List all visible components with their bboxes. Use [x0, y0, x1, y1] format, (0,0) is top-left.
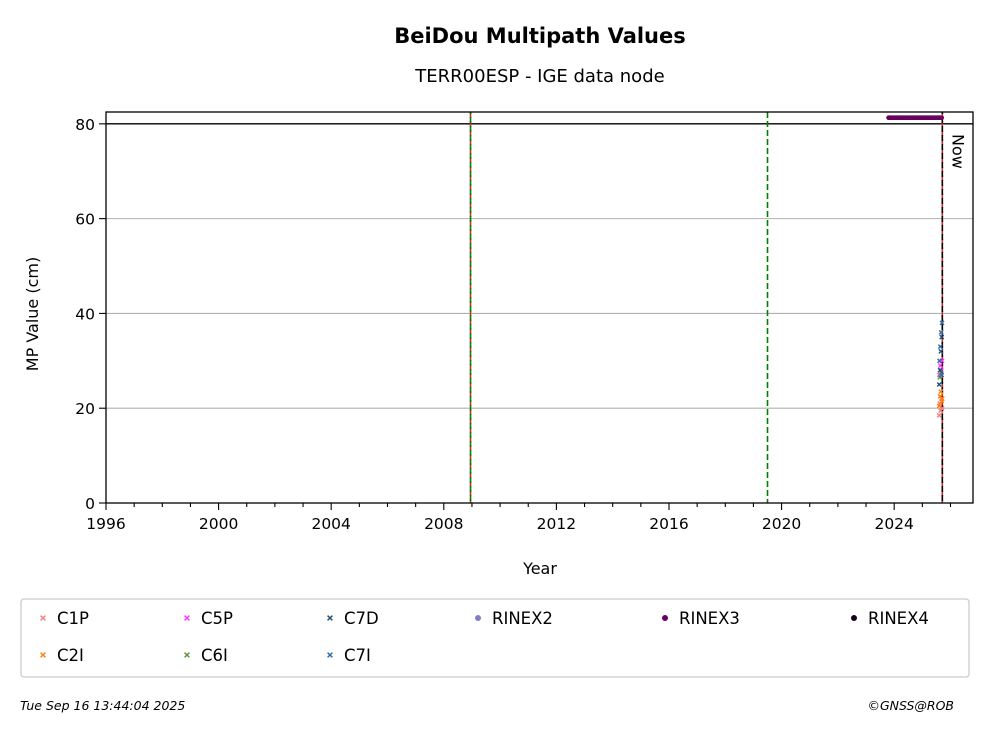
y-tick-label: 40 — [75, 305, 95, 323]
legend-item: C7I — [327, 646, 371, 665]
y-tick-label: 0 — [85, 495, 95, 513]
data-point — [937, 367, 943, 373]
point-stroke — [938, 329, 944, 335]
legend-label: RINEX2 — [492, 609, 553, 628]
legend-item: RINEX4 — [851, 609, 929, 628]
point-stroke — [939, 405, 945, 411]
legend-marker — [327, 652, 333, 658]
now-label: Now — [948, 134, 967, 169]
legend-marker — [662, 615, 668, 621]
data-point — [936, 412, 942, 418]
x-axis-ticks: 1996 2000 2004 2008 2012 2016 2020 2024 — [86, 503, 952, 533]
legend-label: RINEX3 — [679, 609, 740, 628]
x-tick-label: 2012 — [537, 515, 576, 533]
data-point — [937, 358, 942, 364]
point-stroke — [939, 320, 945, 326]
legend-marker — [184, 652, 190, 658]
x-tick-label: 1996 — [86, 515, 125, 533]
legend-label: C7I — [344, 646, 371, 665]
legend-marker — [327, 615, 333, 621]
point-stroke — [939, 396, 945, 402]
data-point — [936, 403, 942, 409]
point-stroke — [938, 389, 944, 395]
legend-marker — [184, 615, 190, 621]
x-tick-label: 2008 — [424, 515, 463, 533]
legend-item: C1P — [40, 609, 89, 628]
data-point — [938, 329, 944, 335]
legend-label: C2I — [57, 646, 84, 665]
x-tick-label: 2016 — [649, 515, 688, 533]
data-points — [886, 115, 945, 418]
x-axis-label: Year — [522, 559, 557, 578]
data-point — [938, 348, 944, 354]
y-tick-label: 60 — [75, 211, 95, 229]
data-point — [939, 372, 945, 378]
point-stroke — [939, 372, 945, 378]
data-point — [939, 396, 945, 402]
legend-label: RINEX4 — [868, 609, 929, 628]
legend-label: C6I — [201, 646, 228, 665]
point-stroke — [937, 363, 943, 369]
legend: C1P C5P C7D RINEX2 RINEX3 RINEX4 C2I C6I C7I — [40, 609, 929, 665]
y-axis-label: MP Value (cm) — [23, 257, 42, 371]
data-point — [939, 115, 945, 120]
legend-marker — [40, 652, 46, 658]
point-stroke — [938, 348, 944, 354]
footer-credit: ©GNSS@ROB — [867, 698, 954, 713]
legend-label: C1P — [57, 609, 89, 628]
data-point — [937, 363, 943, 369]
legend-item: RINEX3 — [662, 609, 740, 628]
data-point — [939, 334, 945, 340]
point-stroke — [939, 334, 945, 340]
y-tick-label: 20 — [75, 400, 95, 418]
legend-item: C7D — [327, 609, 379, 628]
point-stroke — [938, 370, 944, 376]
y-tick-label: 80 — [75, 116, 95, 134]
data-point — [937, 344, 943, 350]
y-axis-ticks: 0 20 40 60 80 — [75, 116, 106, 513]
plot-frame — [105, 111, 974, 504]
legend-item: RINEX2 — [475, 609, 553, 628]
point-stroke — [937, 393, 943, 399]
x-tick-label: 2024 — [874, 515, 913, 533]
legend-item: C5P — [184, 609, 233, 628]
point-stroke — [937, 358, 942, 364]
footer-timestamp: Tue Sep 16 13:44:04 2025 — [20, 698, 185, 713]
legend-box — [20, 598, 970, 678]
data-point — [939, 320, 945, 326]
legend-marker — [851, 615, 857, 621]
legend-marker — [475, 615, 481, 621]
legend-item: C2I — [40, 646, 84, 665]
point-stroke — [936, 382, 942, 388]
x-tick-label: 2020 — [762, 515, 801, 533]
data-point — [936, 382, 942, 388]
point-stroke — [937, 367, 943, 373]
point-stroke — [936, 403, 942, 409]
legend-item: C6I — [184, 646, 228, 665]
event-lines — [469, 112, 944, 503]
legend-label: C7D — [344, 609, 379, 628]
grid-lines — [106, 123, 973, 409]
chart-title: BeiDou Multipath Values — [394, 24, 686, 48]
x-tick-label: 2004 — [311, 515, 350, 533]
x-tick-label: 2000 — [199, 515, 238, 533]
data-point — [938, 389, 944, 395]
legend-marker — [40, 615, 46, 621]
chart-subtitle: TERR00ESP - IGE data node — [414, 66, 664, 87]
point-stroke — [937, 344, 943, 350]
point-stroke — [936, 412, 942, 418]
legend-label: C5P — [201, 609, 233, 628]
